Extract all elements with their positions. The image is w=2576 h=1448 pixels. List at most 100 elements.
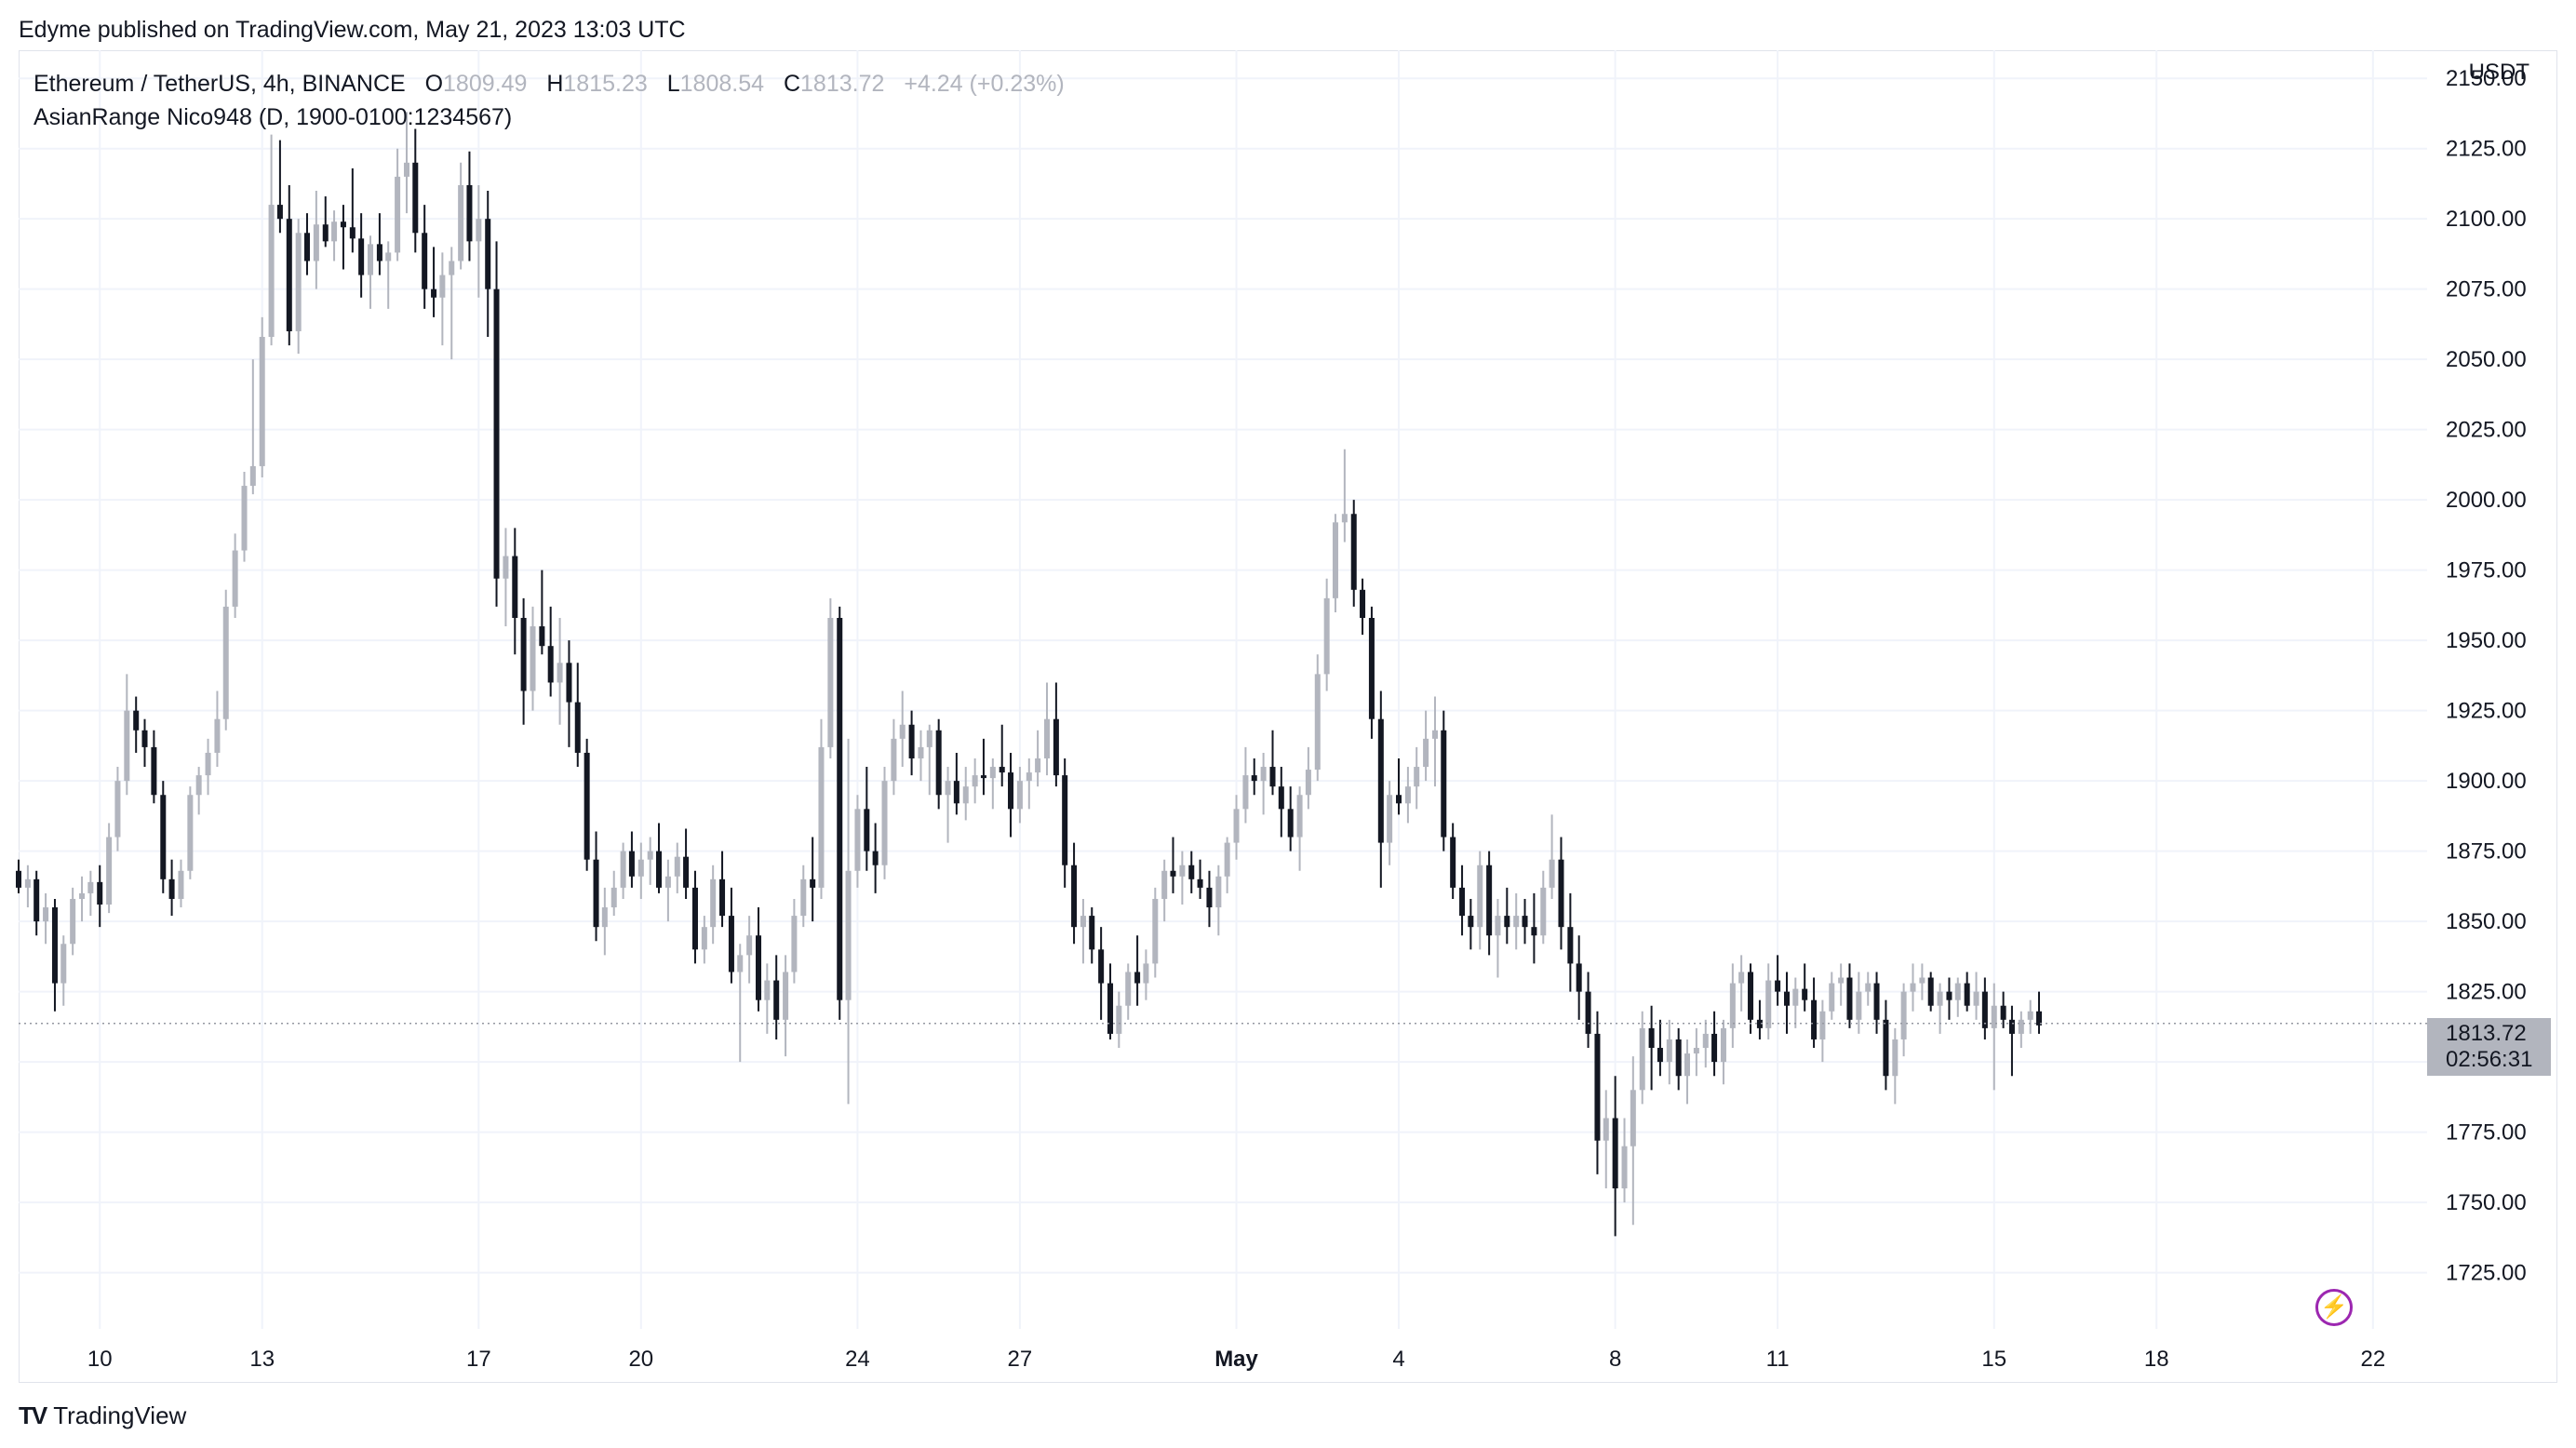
candle-up	[1792, 988, 1799, 1006]
open-label: O	[424, 71, 444, 97]
candle-up	[1332, 522, 1338, 598]
tradingview-logo[interactable]: TV TradingView	[19, 1401, 186, 1430]
candle-up	[1684, 1053, 1690, 1077]
candle-up	[1838, 977, 1845, 984]
candle-down	[358, 238, 365, 275]
candle-down	[141, 730, 148, 747]
candle-up	[1865, 983, 1872, 992]
candle-down	[1657, 1048, 1663, 1063]
candle-down	[1287, 809, 1294, 838]
candle-down	[322, 224, 329, 242]
candle-up	[1224, 842, 1230, 877]
candle-up	[1125, 972, 1132, 1006]
candle-up	[800, 878, 807, 917]
x-tick-label: 18	[2144, 1347, 2169, 1372]
candle-down	[376, 244, 382, 261]
candle-up	[1702, 1033, 1709, 1049]
candle-down	[864, 809, 870, 851]
candle-up	[1035, 758, 1041, 773]
candle-down	[566, 663, 572, 703]
candle-down	[1206, 887, 1213, 908]
y-tick-label: 1850.00	[2446, 909, 2527, 934]
candle-down	[1098, 949, 1105, 984]
y-tick-label: 1750.00	[2446, 1190, 2527, 1215]
x-tick-label: May	[1214, 1347, 1258, 1372]
candle-down	[151, 746, 157, 796]
candle-up	[1423, 738, 1429, 768]
candle-down	[2036, 1011, 2043, 1026]
candle-down	[431, 288, 437, 298]
candle-up	[881, 781, 888, 865]
candle-up	[557, 663, 563, 683]
candle-down	[1441, 730, 1447, 838]
candle-up	[945, 781, 951, 796]
x-tick-label: 15	[1981, 1347, 2006, 1372]
bar-countdown: 02:56:31	[2446, 1047, 2533, 1072]
candle-down	[773, 980, 780, 1020]
candle-up	[647, 851, 653, 860]
candle-up	[1043, 718, 1050, 758]
candle-down	[1377, 718, 1384, 843]
candle-up	[222, 606, 229, 719]
candle-down	[1927, 977, 1934, 1006]
y-tick-label: 2025.00	[2446, 418, 2527, 443]
symbol-name[interactable]: Ethereum / TetherUS, 4h, BINANCE	[34, 71, 406, 97]
candle-up	[313, 224, 319, 261]
candle-down	[412, 162, 419, 234]
candle-down	[728, 916, 734, 972]
candle-up	[1179, 865, 1186, 877]
candle-down	[2000, 1005, 2006, 1020]
candle-down	[908, 724, 915, 758]
candle-down	[1558, 859, 1564, 928]
candle-down	[1368, 617, 1375, 719]
candle-down	[1576, 963, 1582, 992]
candle-up	[124, 710, 130, 782]
candle-down	[1251, 775, 1257, 782]
y-tick-label: 2000.00	[2446, 488, 2527, 513]
candle-up	[926, 730, 932, 747]
candle-down	[1648, 1027, 1655, 1049]
candle-up	[1693, 1048, 1699, 1054]
candle-up	[854, 809, 861, 871]
candle-up	[205, 752, 211, 776]
x-tick-label: 27	[1008, 1347, 1033, 1372]
candle-up	[1765, 980, 1772, 1028]
candle-down	[1567, 927, 1574, 964]
y-tick-label: 1825.00	[2446, 980, 2527, 1005]
candle-up	[1026, 772, 1032, 782]
candle-up	[1495, 916, 1501, 936]
candle-up	[1016, 781, 1023, 810]
y-tick-label: 1725.00	[2446, 1261, 2527, 1286]
y-tick-label: 2100.00	[2446, 207, 2527, 232]
candle-down	[837, 617, 843, 1000]
candle-up	[439, 275, 446, 298]
lightning-icon[interactable]: ⚡	[2315, 1289, 2353, 1326]
candle-down	[574, 702, 581, 753]
candle-down	[1964, 983, 1970, 1006]
x-tick-label: 13	[249, 1347, 275, 1372]
indicator-label[interactable]: AsianRange Nico948 (D, 1900-0100:1234567…	[34, 104, 513, 130]
candle-up	[2027, 1011, 2033, 1020]
candle-up	[476, 219, 482, 242]
candle-up	[295, 233, 302, 331]
candle-down	[683, 856, 690, 888]
published-line: Edyme published on TradingView.com, May …	[19, 17, 686, 43]
candle-up	[458, 184, 464, 261]
y-tick-label: 1950.00	[2446, 628, 2527, 653]
candle-down	[1522, 916, 1528, 928]
candle-up	[1215, 876, 1222, 908]
candle-up	[962, 786, 969, 804]
price-unit: USDT	[2468, 60, 2529, 85]
y-tick-label: 2075.00	[2446, 277, 2527, 302]
y-tick-label: 1900.00	[2446, 769, 2527, 794]
candle-up	[1513, 916, 1520, 928]
candle-down	[584, 752, 590, 860]
candle-down	[340, 221, 346, 228]
candle-down	[756, 935, 762, 1000]
candle-down	[1107, 983, 1114, 1034]
candle-up	[232, 550, 238, 607]
candle-up	[1639, 1027, 1645, 1091]
close-label: C	[783, 71, 801, 97]
candle-up	[1477, 865, 1483, 928]
